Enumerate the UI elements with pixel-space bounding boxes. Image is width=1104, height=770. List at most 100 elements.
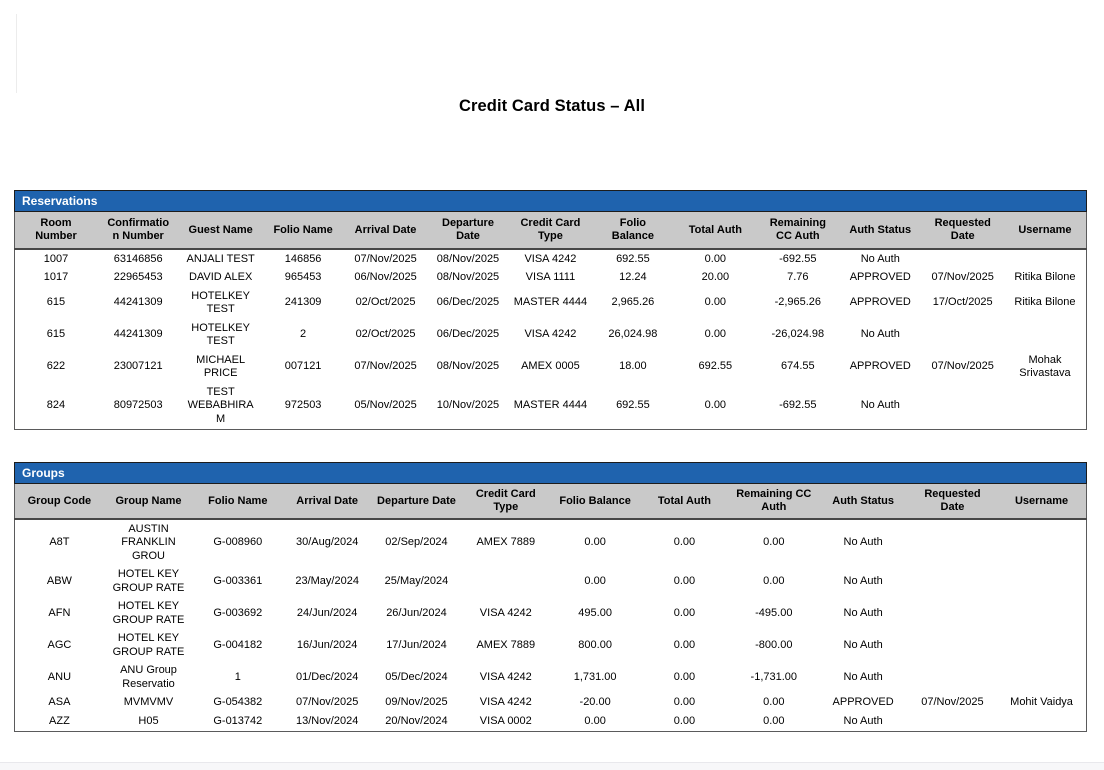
table-cell: TEST WEBABHIRAM (179, 383, 262, 429)
table-cell (997, 712, 1087, 731)
table-cell: 622 (14, 351, 97, 383)
table-cell: 07/Nov/2025 (344, 351, 427, 383)
table-row: AZZ H05 G-013742 13/Nov/2024 20/Nov/2024 VISA… (14, 712, 1087, 731)
table-cell: 63146856 (96, 249, 180, 269)
column-header: Remaining CC Auth (756, 212, 840, 250)
table-cell: 07/Nov/2025 (282, 693, 372, 712)
table-row: 622 23007121 MICHAEL PRICE 007121 07/Nov/202… (14, 351, 1087, 383)
table-cell: ABW (14, 565, 104, 598)
column-header: Requested Date (907, 484, 998, 520)
table-cell: 12.24 (591, 268, 675, 287)
table-cell: 01/Dec/2024 (282, 661, 372, 694)
table-cell (921, 249, 1004, 269)
reservations-table: Room Number Confirmation Number Guest Name… (14, 212, 1087, 430)
table-cell: 07/Nov/2025 (344, 249, 427, 269)
column-header: Credit Card Type (509, 212, 592, 250)
table-cell: VISA 4242 (461, 597, 551, 630)
table-cell: 0.00 (550, 712, 640, 731)
table-cell: 972503 (261, 383, 345, 429)
table-cell: 0.00 (729, 712, 819, 731)
table-cell: 24/Jun/2024 (282, 597, 372, 630)
table-cell: 0.00 (550, 565, 640, 598)
table-cell (907, 519, 998, 566)
table-cell: 0.00 (639, 519, 730, 566)
table-cell: 30/Aug/2024 (282, 519, 372, 566)
column-header: Folio Balance (550, 484, 640, 520)
table-cell: 1017 (14, 268, 97, 287)
table-cell: 09/Nov/2025 (371, 693, 462, 712)
table-cell: 1007 (14, 249, 97, 269)
column-header: Auth Status (839, 212, 922, 250)
table-cell: HOTEL KEY GROUP RATE (103, 565, 194, 598)
table-cell (907, 629, 998, 662)
table-cell: ANJALI TEST (179, 249, 262, 269)
table-cell: G-003361 (193, 565, 283, 598)
column-header: Arrival Date (282, 484, 372, 520)
table-cell: 18.00 (591, 351, 675, 383)
table-cell: 0.00 (674, 319, 757, 351)
column-header: Group Name (103, 484, 194, 520)
table-cell: -2,965.26 (756, 287, 840, 319)
column-header-row: Group Code Group Name Folio Name Arrival Da… (14, 484, 1087, 520)
table-row: AFN HOTEL KEY GROUP RATE G-003692 24/Jun/20… (14, 597, 1087, 630)
table-cell: No Auth (818, 519, 908, 566)
table-cell: 241309 (261, 287, 345, 319)
column-header: Folio Name (261, 212, 345, 250)
table-row: AGC HOTEL KEY GROUP RATE G-004182 16/Jun/20… (14, 629, 1087, 662)
table-cell: 44241309 (96, 319, 180, 351)
table-cell: MASTER 4444 (509, 287, 592, 319)
table-cell: -495.00 (729, 597, 819, 630)
table-cell: 17/Oct/2025 (921, 287, 1004, 319)
column-header: Total Auth (674, 212, 757, 250)
table-cell: -20.00 (550, 693, 640, 712)
table-cell (907, 712, 998, 731)
table-row: ASA MVMVMV G-054382 07/Nov/2025 09/Nov/2025 V… (14, 693, 1087, 712)
table-cell: 23/May/2024 (282, 565, 372, 598)
table-cell: 2,965.26 (591, 287, 675, 319)
table-cell: 0.00 (639, 661, 730, 694)
column-header: Guest Name (179, 212, 262, 250)
table-cell (461, 565, 551, 598)
table-cell (1003, 319, 1087, 351)
column-header: Folio Name (193, 484, 283, 520)
table-cell: 07/Nov/2025 (921, 268, 1004, 287)
table-cell (997, 519, 1087, 566)
table-cell: 0.00 (639, 629, 730, 662)
table-cell: -692.55 (756, 383, 840, 429)
table-cell: 0.00 (639, 565, 730, 598)
table-cell: A8T (14, 519, 104, 566)
table-cell: No Auth (818, 661, 908, 694)
table-cell: No Auth (839, 383, 922, 429)
page-edge-line (16, 14, 17, 93)
table-cell: VISA 1111 (509, 268, 592, 287)
table-row: 824 80972503 TEST WEBABHIRAM 972503 05/Nov/2… (14, 383, 1087, 429)
column-header: Credit Card Type (461, 484, 551, 520)
table-cell: HOTEL KEY GROUP RATE (103, 597, 194, 630)
table-cell: HOTELKEY TEST (179, 319, 262, 351)
table-cell: AZZ (14, 712, 104, 731)
table-cell: 10/Nov/2025 (426, 383, 510, 429)
viewport-bottom-edge (0, 762, 1104, 770)
table-cell: 7.76 (756, 268, 840, 287)
table-cell: 0.00 (729, 693, 819, 712)
column-header: Group Code (14, 484, 104, 520)
table-cell: No Auth (818, 597, 908, 630)
table-cell: VISA 4242 (461, 661, 551, 694)
table-cell: G-054382 (193, 693, 283, 712)
table-cell: 07/Nov/2025 (907, 693, 998, 712)
table-cell: 25/May/2024 (371, 565, 462, 598)
table-cell: 08/Nov/2025 (426, 249, 510, 269)
table-cell: No Auth (818, 712, 908, 731)
table-cell: 0.00 (729, 519, 819, 566)
table-cell: MVMVMV (103, 693, 194, 712)
column-header: Departure Date (371, 484, 462, 520)
table-cell: 20/Nov/2024 (371, 712, 462, 731)
table-cell: 800.00 (550, 629, 640, 662)
table-cell: 02/Sep/2024 (371, 519, 462, 566)
table-cell: 0.00 (674, 287, 757, 319)
table-cell: 0.00 (639, 712, 730, 731)
table-cell (1003, 383, 1087, 429)
table-cell: ASA (14, 693, 104, 712)
table-cell: VISA 4242 (509, 249, 592, 269)
table-cell: 44241309 (96, 287, 180, 319)
